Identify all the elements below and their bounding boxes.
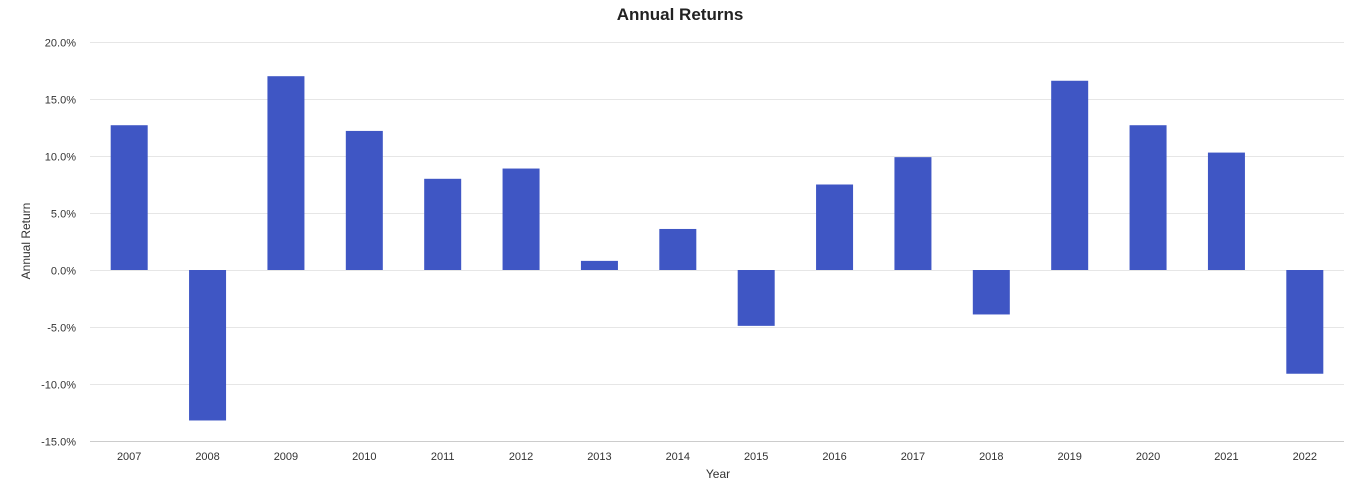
x-axis-label: Year [706,467,730,481]
y-tick-label: 0.0% [51,266,76,278]
bar-2014[interactable] [659,228,697,270]
x-tick-label: 2013 [587,451,611,463]
x-tick-label: 2017 [901,451,925,463]
bar-2021[interactable] [1207,152,1245,270]
bar-2009[interactable] [267,76,305,270]
bar-2017[interactable] [894,157,932,270]
x-tick-label: 2007 [117,451,141,463]
bar-2011[interactable] [424,178,462,270]
x-tick-label: 2020 [1136,451,1160,463]
bar-2013[interactable] [580,260,618,270]
bar-2020[interactable] [1129,125,1167,270]
bar-2022[interactable] [1286,270,1324,374]
x-tick-labels: 2007 2008 2009 2010 2011 2012 2013 2014 2015 2016… [117,451,1317,463]
x-tick-label: 2011 [431,451,455,463]
y-axis-label: Annual Return [19,203,33,280]
bar-2008[interactable] [189,270,227,421]
x-tick-label: 2008 [195,451,219,463]
chart-title: Annual Returns [617,5,744,24]
y-tick-label: 10.0% [45,152,76,164]
bar-2007[interactable] [110,125,148,270]
y-tick-labels: 20.0% 15.0% 10.0% 5.0% 0.0% -5.0% -10.0% -15.0% [41,38,76,449]
x-tick-label: 2010 [352,451,376,463]
bar-2012[interactable] [502,168,540,270]
y-tick-label: -10.0% [41,380,76,392]
x-tick-label: 2015 [744,451,768,463]
x-tick-label: 2014 [666,451,690,463]
y-tick-label: 5.0% [51,209,76,221]
x-tick-label: 2016 [822,451,846,463]
x-tick-label: 2012 [509,451,533,463]
bar-2018[interactable] [972,270,1010,315]
bar-layer [110,76,1324,421]
y-tick-label: 20.0% [45,38,76,50]
y-tick-label: -5.0% [47,323,76,335]
x-tick-label: 2018 [979,451,1003,463]
x-tick-label: 2022 [1293,451,1317,463]
bar-2015[interactable] [737,270,775,326]
x-tick-label: 2019 [1057,451,1081,463]
bar-2019[interactable] [1051,80,1089,270]
y-tick-label: -15.0% [41,437,76,449]
bar-2016[interactable] [816,184,854,271]
x-tick-label: 2009 [274,451,298,463]
bar-2010[interactable] [345,130,383,270]
x-tick-label: 2021 [1214,451,1238,463]
y-tick-label: 15.0% [45,95,76,107]
